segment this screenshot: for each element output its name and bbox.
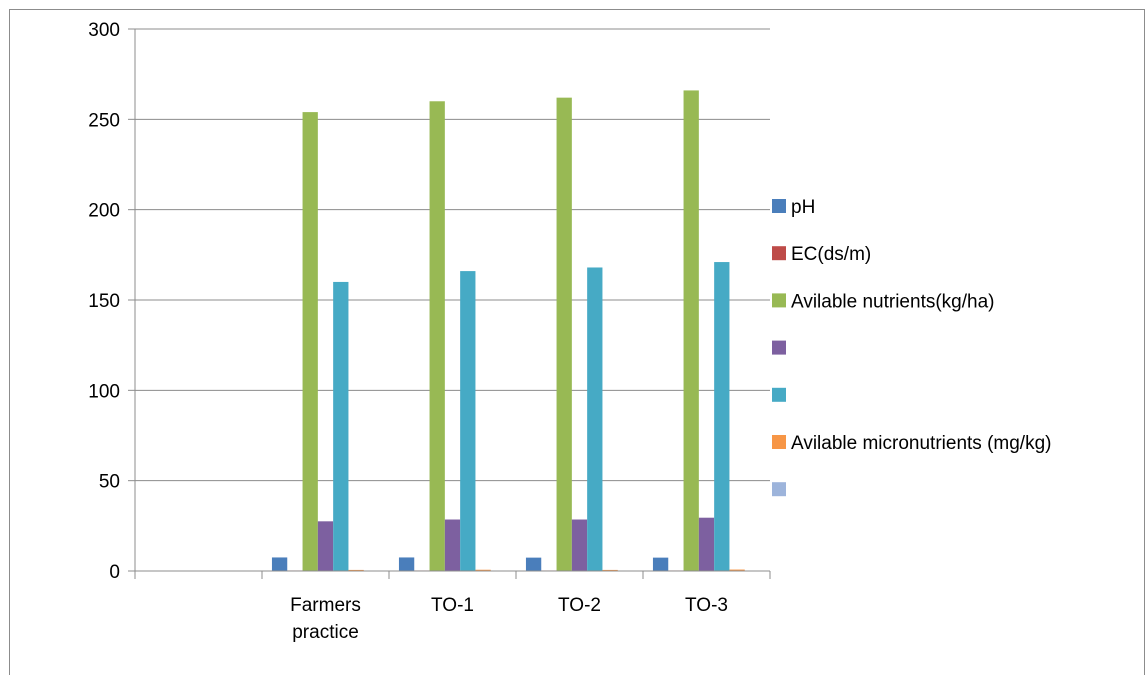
bar — [525, 557, 542, 571]
legend-label: pH — [791, 197, 815, 218]
y-tick-label: 250 — [88, 110, 120, 131]
chart-frame — [9, 9, 1145, 675]
bar — [729, 569, 745, 571]
axes: 0 50 100 150 200 250 300 Farmers practice TO-1 TO-… — [88, 20, 771, 643]
bar — [429, 101, 445, 572]
bar — [683, 90, 699, 571]
bar — [698, 517, 715, 571]
bar — [714, 262, 730, 571]
y-tick-label: 50 — [99, 472, 120, 493]
bar — [398, 557, 415, 571]
legend-swatch — [772, 340, 786, 355]
legend-swatch — [772, 435, 786, 449]
bar — [333, 281, 349, 571]
legend: pH EC(ds/m) Avilable nutrients(kg/ha) Avila… — [772, 197, 1051, 497]
x-tick-label: TO-1 — [431, 595, 474, 616]
bar — [271, 557, 288, 571]
legend-swatch — [772, 387, 786, 402]
legend-label: Avilable micronutrients (mg/kg) — [791, 433, 1051, 454]
bar — [348, 569, 364, 571]
legend-swatch — [772, 482, 786, 497]
legend-label: Avilable nutrients(kg/ha) — [791, 291, 994, 312]
legend-swatch — [772, 293, 786, 308]
x-tick-label: practice — [292, 622, 359, 643]
gridlines — [135, 28, 770, 482]
x-tick-label: TO-3 — [685, 595, 728, 616]
legend-swatch — [772, 246, 786, 261]
bar — [587, 267, 603, 571]
bars — [271, 90, 761, 572]
y-tick-label: 200 — [88, 201, 120, 222]
bar — [652, 557, 669, 571]
y-tick-label: 0 — [109, 562, 120, 583]
bar — [602, 569, 618, 571]
x-tick-label: Farmers — [290, 595, 361, 616]
y-tick-label: 300 — [88, 20, 120, 41]
x-tick-label: TO-2 — [558, 595, 601, 616]
legend-swatch — [772, 199, 786, 213]
y-tick-label: 100 — [88, 381, 120, 402]
bar — [444, 519, 461, 571]
bar — [302, 112, 318, 572]
bar — [460, 271, 476, 571]
bar — [317, 521, 334, 571]
bar — [475, 569, 491, 571]
bar — [571, 519, 588, 571]
legend-label: EC(ds/m) — [791, 244, 871, 265]
bar — [556, 97, 572, 572]
y-tick-label: 150 — [88, 291, 120, 312]
